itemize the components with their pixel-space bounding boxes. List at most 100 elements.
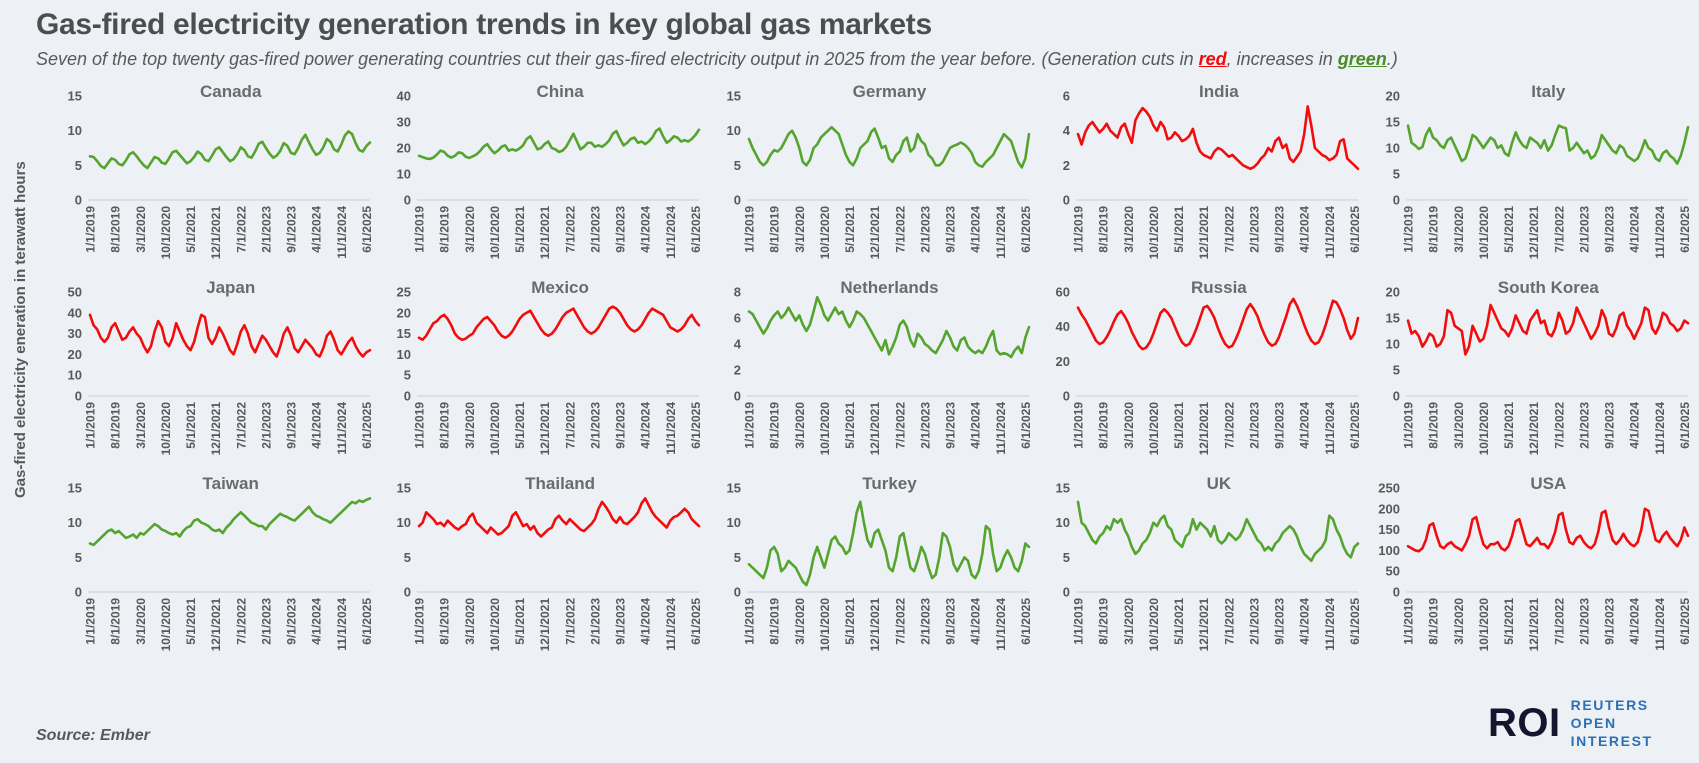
x-tick-label: 4/1/2024 (310, 598, 324, 645)
x-tick-label: 12/1/2021 (1527, 598, 1541, 652)
x-tick-label: 10/1/2020 (818, 206, 832, 260)
y-tick-label: 10 (1385, 337, 1399, 352)
x-tick-label: 5/1/2021 (843, 402, 857, 449)
x-tick-label: 11/1/2024 (664, 402, 678, 455)
x-tick-label: 7/1/2022 (234, 598, 248, 645)
x-tick-label: 11/1/2024 (1323, 598, 1337, 651)
x-tick-label: 1/1/2019 (84, 206, 98, 253)
x-tick-label: 1/1/2019 (84, 402, 98, 449)
x-tick-label: 5/1/2021 (1172, 402, 1186, 449)
x-tick-label: 11/1/2024 (1652, 598, 1666, 651)
chart-panel-south-korea: South Korea 0 5 10 15 20 1/1/2019 8/1/2019 3/1/2… (1366, 278, 1695, 474)
x-tick-label: 1/1/2019 (742, 206, 756, 253)
x-tick-label: 2/1/2023 (259, 206, 273, 253)
x-tick-label: 4/1/2024 (1298, 598, 1312, 645)
chart-panel-india: India 0 2 4 6 1/1/2019 8/1/2019 3/1/2020 10/1/20… (1036, 82, 1365, 278)
line-series-italy (1406, 124, 1689, 165)
x-tick-label: 9/1/2023 (285, 402, 299, 449)
y-tick-label: 10 (397, 515, 411, 530)
y-tick-label: 5 (1063, 550, 1070, 565)
x-tick-label: 8/1/2019 (109, 598, 123, 645)
x-tick-label: 9/1/2023 (1273, 598, 1287, 645)
y-tick-label: 20 (1056, 354, 1070, 369)
x-tick-label: 2/1/2023 (259, 598, 273, 645)
chart-title-italy: Italy (1531, 82, 1566, 101)
y-tick-label: 5 (404, 368, 411, 383)
y-tick-label: 10 (68, 123, 82, 138)
chart-title-south-korea: South Korea (1497, 278, 1599, 297)
x-tick-label: 1/1/2019 (742, 402, 756, 449)
y-tick-label: 0 (404, 193, 411, 208)
x-tick-label: 7/1/2022 (893, 206, 907, 253)
x-tick-label: 10/1/2020 (488, 402, 502, 456)
roi-logo-mark: ROI (1488, 701, 1561, 745)
x-tick-label: 1/1/2019 (413, 598, 427, 645)
x-tick-label: 4/1/2024 (310, 402, 324, 449)
x-tick-label: 8/1/2019 (767, 402, 781, 449)
x-tick-label: 6/1/2025 (1348, 402, 1362, 449)
x-tick-label: 6/1/2025 (1019, 402, 1033, 449)
x-tick-label: 10/1/2020 (159, 402, 173, 456)
chart-panel-italy: Italy 0 5 10 15 20 1/1/2019 8/1/2019 3/1/2020 10/… (1366, 82, 1695, 278)
x-tick-label: 8/1/2019 (1097, 206, 1111, 253)
x-tick-label: 10/1/2020 (818, 598, 832, 652)
x-tick-label: 3/1/2020 (134, 206, 148, 253)
x-tick-label: 4/1/2024 (1298, 206, 1312, 253)
x-tick-label: 5/1/2021 (184, 206, 198, 253)
chart-panel-usa: USA 0 50 100 150 200 250 1/1/2019 8/1/2019 3/1/20… (1366, 474, 1695, 670)
y-tick-label: 40 (397, 89, 411, 104)
x-tick-label: 7/1/2022 (564, 598, 578, 645)
y-tick-label: 0 (1392, 585, 1399, 600)
x-tick-label: 3/1/2020 (793, 206, 807, 253)
chart-plot-thailand: 0 5 10 15 1/1/2019 8/1/2019 3/1/2020 10/1/2020 5… (397, 481, 703, 652)
x-tick-label: 7/1/2022 (234, 402, 248, 449)
chart-title-usa: USA (1530, 474, 1567, 493)
x-tick-label: 1/1/2019 (413, 402, 427, 449)
x-tick-label: 1/1/2019 (1072, 206, 1086, 253)
x-tick-label: 7/1/2022 (893, 598, 907, 645)
x-tick-label: 8/1/2019 (1097, 598, 1111, 645)
x-tick-label: 2/1/2023 (1248, 402, 1262, 449)
y-tick-label: 50 (68, 285, 82, 300)
chart-title-canada: Canada (199, 82, 262, 101)
chart-plot-china: 0 10 20 30 40 1/1/2019 8/1/2019 3/1/2020 10/1/20… (397, 89, 703, 260)
x-tick-label: 12/1/2021 (1197, 402, 1211, 456)
y-tick-label: 10 (397, 347, 411, 362)
x-tick-label: 4/1/2024 (1627, 206, 1641, 253)
chart-title-germany: Germany (852, 82, 927, 101)
x-tick-label: 2/1/2023 (589, 402, 603, 449)
x-tick-label: 8/1/2019 (767, 598, 781, 645)
y-tick-label: 40 (1056, 319, 1070, 334)
x-tick-label: 11/1/2024 (994, 206, 1008, 259)
x-tick-label: 1/1/2019 (84, 598, 98, 645)
y-tick-label: 250 (1378, 481, 1400, 496)
x-tick-label: 1/1/2019 (742, 598, 756, 645)
line-series-uk (1076, 500, 1360, 563)
y-tick-label: 20 (397, 141, 411, 156)
chart-plot-canada: 0 5 10 15 1/1/2019 8/1/2019 3/1/2020 10/1/2020 5… (68, 89, 374, 260)
line-series-taiwan (88, 497, 372, 547)
chart-plot-germany: 0 5 10 15 1/1/2019 8/1/2019 3/1/2020 10/1/2020 5… (726, 89, 1032, 260)
chart-plot-india: 0 2 4 6 1/1/2019 8/1/2019 3/1/2020 10/1/2020 5/1… (1063, 89, 1362, 260)
x-tick-label: 5/1/2021 (1502, 598, 1516, 645)
x-tick-label: 6/1/2025 (1348, 206, 1362, 253)
y-tick-label: 0 (1063, 389, 1070, 404)
x-tick-label: 3/1/2020 (1122, 598, 1136, 645)
y-tick-label: 6 (1063, 89, 1070, 104)
y-tick-label: 15 (68, 481, 82, 496)
x-tick-label: 12/1/2021 (209, 206, 223, 260)
chart-title-mexico: Mexico (531, 278, 589, 297)
x-tick-label: 10/1/2020 (488, 206, 502, 260)
y-tick-label: 0 (1063, 193, 1070, 208)
roi-logo-line2: INTEREST (1570, 733, 1653, 749)
x-tick-label: 3/1/2020 (793, 402, 807, 449)
x-tick-label: 1/1/2019 (1072, 402, 1086, 449)
x-tick-label: 8/1/2019 (1426, 206, 1440, 253)
x-tick-label: 12/1/2021 (539, 598, 553, 652)
x-tick-label: 11/1/2024 (994, 402, 1008, 455)
y-tick-label: 20 (1385, 285, 1399, 300)
line-series-turkey (747, 500, 1031, 587)
x-tick-label: 5/1/2021 (843, 598, 857, 645)
y-tick-label: 10 (68, 515, 82, 530)
y-tick-label: 25 (397, 285, 411, 300)
